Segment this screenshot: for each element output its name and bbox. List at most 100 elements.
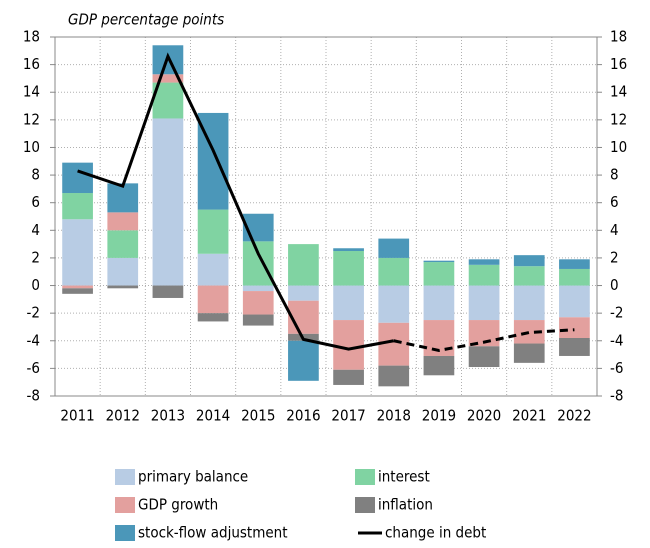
x-tick-label: 2012 (106, 407, 140, 425)
x-tick-label: 2022 (557, 407, 591, 425)
y-tick-label: -2 (27, 304, 40, 322)
bar-segment (62, 193, 93, 220)
bar-segment (423, 260, 455, 263)
bar-segment (378, 365, 410, 387)
x-tick-label: 2013 (151, 407, 185, 425)
y-tick-label: -6 (27, 359, 40, 377)
bar-segment (107, 285, 139, 289)
y2-tick-label: 10 (610, 138, 627, 156)
bar-segment (513, 343, 545, 363)
bar-segment (62, 288, 93, 294)
y2-tick-label: 6 (610, 193, 619, 211)
y-tick-label: -4 (27, 331, 40, 349)
x-tick-label: 2018 (377, 407, 411, 425)
bar-segment (107, 183, 139, 213)
bar-segment (423, 262, 455, 286)
bar-segment (378, 285, 410, 323)
y2-tick-label: -2 (610, 304, 623, 322)
x-tick-label: 2019 (422, 407, 456, 425)
y-tick-label: 10 (23, 138, 40, 156)
line (77, 52, 395, 351)
y2-tick-label: 14 (610, 83, 627, 101)
bar-segment (62, 162, 93, 194)
y-tick-label: 18 (23, 28, 40, 46)
y2-tick-label: 12 (610, 110, 627, 128)
lines (77, 52, 575, 352)
y-tick-label: 0 (31, 276, 40, 294)
bar-segment (468, 346, 500, 368)
legend-label: change in debt (385, 524, 486, 542)
bar-segment (197, 253, 229, 286)
bar-segment (333, 285, 364, 321)
bar-segment (62, 219, 93, 286)
bar-segment (242, 314, 274, 326)
bar-segment (152, 74, 184, 83)
bar-segment (468, 264, 500, 286)
y-tick-label: 14 (23, 83, 40, 101)
bar-segment (197, 209, 229, 254)
legend-label: stock-flow adjustment (138, 524, 288, 542)
y-tick-label: 12 (23, 110, 40, 128)
bar-segment (333, 248, 364, 252)
bar-segment (468, 259, 500, 265)
legend-swatch (115, 469, 135, 485)
y2-tick-label: 4 (610, 221, 619, 239)
y-tick-label: 2 (31, 248, 40, 266)
bar-segment (242, 241, 274, 286)
y-tick-label: 4 (31, 221, 40, 239)
bar-segment (107, 257, 139, 286)
bar-segment (378, 257, 410, 286)
bar-segment (378, 238, 410, 258)
x-tick-label: 2011 (60, 407, 94, 425)
y2-tick-label: -4 (610, 331, 623, 349)
y2-tick-label: 18 (610, 28, 627, 46)
bar-segment (559, 338, 590, 356)
bar-segment (333, 320, 364, 370)
y2-tick-label: 2 (610, 248, 619, 266)
bar-segment (288, 340, 319, 381)
bar-segment (378, 322, 410, 366)
legend-label: GDP growth (138, 496, 218, 514)
bar-segment (107, 230, 139, 258)
bar-segment (152, 285, 184, 298)
y-tick-label: 8 (31, 166, 40, 184)
legend-label: interest (378, 468, 430, 486)
chart-title: GDP percentage points (68, 11, 224, 29)
x-tick-label: 2020 (467, 407, 501, 425)
bar-segment (107, 212, 139, 231)
bar-segment (197, 313, 229, 322)
x-tick-label: 2021 (512, 407, 546, 425)
legend-label: inflation (378, 496, 433, 514)
y2-tick-label: -8 (610, 387, 623, 405)
y2-tick-label: -6 (610, 359, 623, 377)
x-tick-label: 2015 (241, 407, 275, 425)
bar-segment (513, 320, 545, 344)
legend-swatch (355, 469, 375, 485)
legend-swatch (115, 497, 135, 513)
legend-swatch (355, 497, 375, 513)
bar-segment (288, 285, 319, 301)
bar-segment (333, 369, 364, 385)
bar-segment (559, 259, 590, 269)
bar-segment (513, 285, 545, 321)
bar-segment (423, 355, 455, 376)
legend-swatch (115, 525, 135, 541)
y2-tick-label: 0 (610, 276, 619, 294)
bar-segment (62, 285, 93, 289)
x-tick-label: 2014 (196, 407, 230, 425)
bars (62, 45, 590, 387)
bar-segment (242, 291, 274, 315)
bar-segment (559, 268, 590, 286)
x-tick-label: 2016 (286, 407, 320, 425)
y2-tick-label: 8 (610, 166, 619, 184)
bar-segment (288, 244, 319, 286)
bar-segment (513, 266, 545, 286)
bar-segment (423, 285, 455, 321)
bar-segment (333, 251, 364, 286)
bar-segment (559, 285, 590, 318)
grid (55, 36, 597, 397)
legend-label: primary balance (138, 468, 248, 486)
line-projection (393, 328, 575, 352)
